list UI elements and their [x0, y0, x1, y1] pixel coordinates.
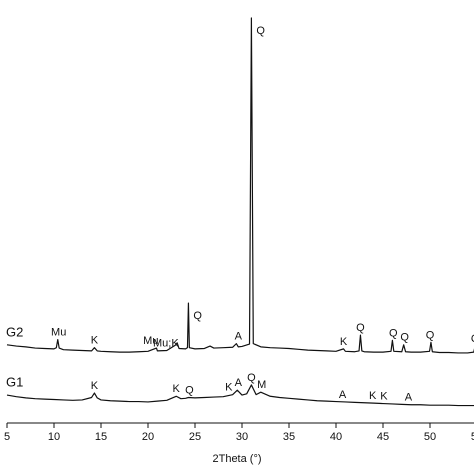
peak-label: Q — [389, 327, 398, 339]
series-label: G1 — [6, 374, 23, 389]
series-label: G2 — [6, 324, 23, 339]
peak-label: A — [235, 377, 243, 389]
xrd-trace — [6, 384, 474, 407]
peak-label: Q — [471, 333, 474, 345]
xrd-trace — [6, 17, 474, 354]
peak-label: Mu;K — [153, 337, 179, 349]
peak-label: M — [257, 379, 266, 391]
peak-label: Mu — [51, 326, 66, 338]
peak-label: K — [91, 380, 99, 392]
x-tick-label: 30 — [236, 431, 248, 443]
x-tick-label: 20 — [142, 431, 154, 443]
x-tick-label: 40 — [330, 431, 342, 443]
peak-label: Q — [356, 322, 365, 334]
peak-label: Q — [185, 384, 194, 396]
x-tick-label: 5 — [4, 431, 10, 443]
peak-label: Q — [247, 372, 256, 384]
peak-label: A — [405, 392, 413, 404]
x-tick-label: 10 — [48, 431, 60, 443]
x-tick-label: 35 — [283, 431, 295, 443]
peak-label: K — [369, 390, 377, 402]
peak-label: Q — [193, 310, 202, 322]
peak-label: Mu — [143, 335, 158, 347]
peak-label: A — [339, 389, 347, 401]
x-tick-label: 15 — [95, 431, 107, 443]
peak-label: K — [91, 335, 99, 347]
peak-label: K — [380, 390, 388, 402]
x-axis-label: 2Theta (°) — [212, 453, 261, 465]
peak-label: Q — [400, 332, 409, 344]
peak-label: K — [173, 383, 181, 395]
x-tick-label: 45 — [377, 431, 389, 443]
x-tick-label: 25 — [189, 431, 201, 443]
peak-label: Q — [426, 329, 435, 341]
peak-label: A — [235, 331, 243, 343]
peak-label: K — [225, 382, 233, 394]
x-tick-label: 55 — [471, 431, 474, 443]
peak-label: Q — [256, 25, 265, 37]
x-tick-label: 50 — [424, 431, 436, 443]
peak-label: K — [340, 336, 348, 348]
